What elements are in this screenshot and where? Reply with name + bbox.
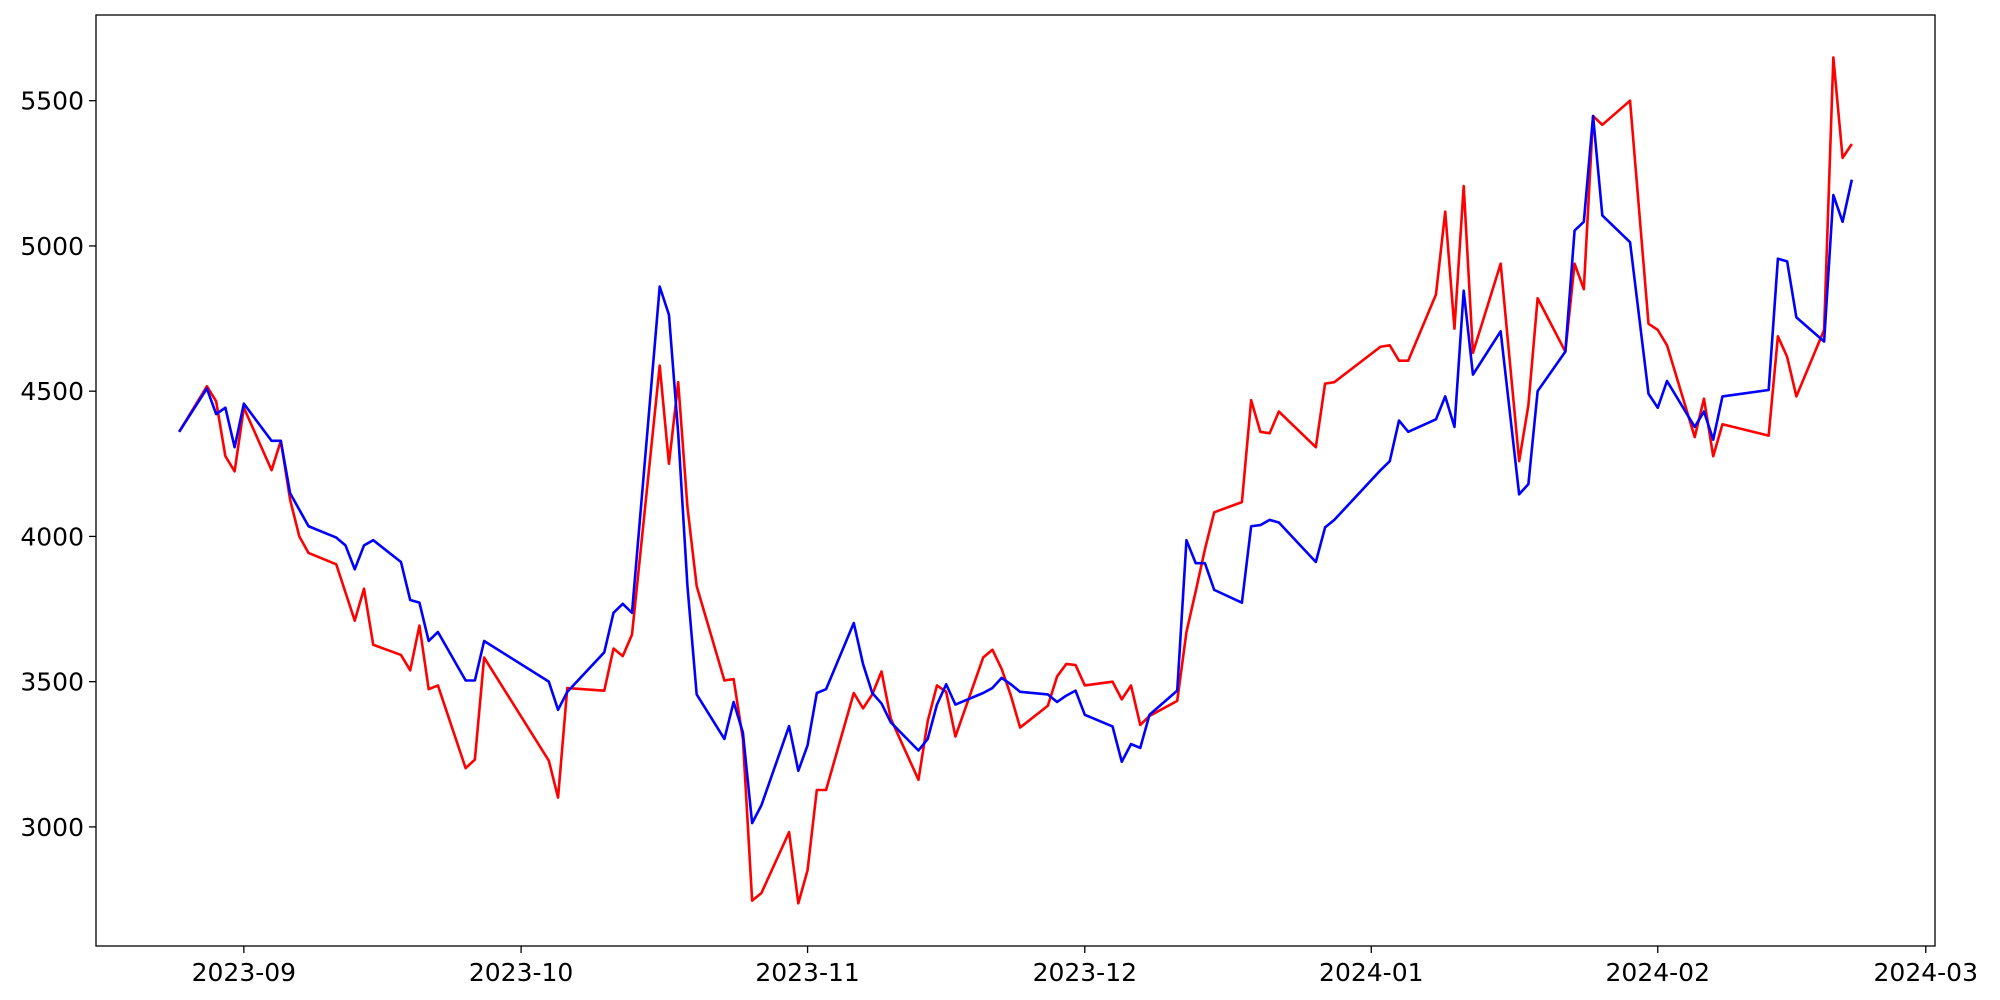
x-tick-label: 2024-02	[1606, 958, 1710, 987]
series-line	[178, 56, 1853, 905]
x-tick-label: 2023-09	[192, 958, 296, 987]
y-tick-label: 5500	[20, 87, 84, 116]
y-tick-label: 3000	[20, 813, 84, 842]
series-line	[178, 114, 1854, 825]
y-tick-label: 4000	[20, 522, 84, 551]
y-tick-label: 5000	[20, 232, 84, 261]
x-tick-label: 2023-11	[755, 958, 859, 987]
y-tick-label: 3500	[20, 668, 84, 697]
x-tick-label: 2024-03	[1874, 958, 1978, 987]
plot-frame	[95, 14, 1936, 947]
x-tick-label: 2024-01	[1319, 958, 1423, 987]
x-tick-label: 2023-10	[469, 958, 573, 987]
x-tick-label: 2023-12	[1033, 958, 1137, 987]
y-tick-label: 4500	[20, 377, 84, 406]
